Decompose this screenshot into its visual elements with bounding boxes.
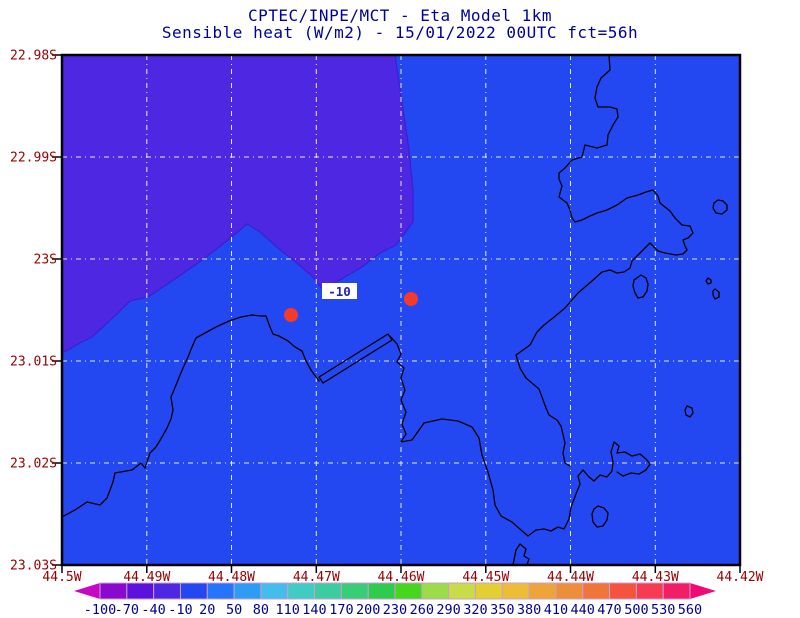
- coastlines: [62, 55, 728, 565]
- x-axis-label-3: 44.47W: [293, 570, 340, 585]
- colorbar-label-5: 50: [226, 602, 242, 618]
- axis-ticks: [52, 54, 741, 573]
- colorbar-label-12: 260: [410, 602, 434, 618]
- colorbar-label-14: 320: [463, 602, 487, 618]
- y-axis-label-4: 23.02S: [10, 457, 57, 472]
- colorbar-seg-9: [340, 582, 369, 600]
- colorbar-seg-5: [233, 582, 262, 600]
- y-axis-label-0: 22.98S: [10, 49, 57, 64]
- island-south-bay: [591, 505, 609, 528]
- x-axis-label-0: 44.5W: [42, 570, 81, 585]
- colorbar-seg-3: [179, 582, 208, 600]
- colorbar-label-0: -100: [84, 602, 117, 618]
- station-dot-east: [404, 292, 418, 306]
- island-northeast: [712, 199, 728, 215]
- island-mid-east: [632, 274, 649, 299]
- colorbar-left-arrow: [74, 583, 100, 599]
- colorbar-seg-16: [528, 582, 557, 600]
- islet-east-2: [712, 288, 720, 300]
- y-axis-label-1: 22.99S: [10, 151, 57, 166]
- colorbar-seg-12: [421, 582, 450, 600]
- colorbar-label-9: 170: [329, 602, 353, 618]
- colorbar-label-19: 470: [597, 602, 621, 618]
- colorbar-seg-13: [448, 582, 477, 600]
- field-fill-negative-region: [62, 55, 413, 353]
- map-frame: [60, 53, 742, 567]
- colorbar-seg-14: [474, 582, 503, 600]
- y-axis-label-5: 23.03S: [10, 559, 57, 574]
- colorbar-seg-2: [153, 582, 182, 600]
- x-axis-labels: 44.5W 44.49W 44.48W 44.47W 44.46W 44.45W…: [42, 570, 763, 585]
- x-axis-label-7: 44.43W: [632, 570, 679, 585]
- colorbar-seg-17: [555, 582, 584, 600]
- colorbar-label-17: 410: [544, 602, 568, 618]
- colorbar-label-20: 500: [624, 602, 648, 618]
- colorbar-seg-18: [582, 582, 611, 600]
- contour-label-bg: [322, 283, 357, 299]
- contour-line-minus10: [62, 55, 414, 354]
- colorbar-label-18: 440: [571, 602, 595, 618]
- colorbar-seg-8: [314, 582, 342, 600]
- y-axis-label-3: 23.01S: [10, 355, 57, 370]
- y-axis-labels: 22.98S 22.99S 23S 23.01S 23.02S 23.03S: [10, 49, 57, 574]
- islet-east-1: [705, 277, 712, 285]
- colorbar-labels: -100 -70 -40 -10 20 50 80 110 140 170 20…: [84, 602, 702, 618]
- station-dot-west: [284, 308, 298, 322]
- colorbar: -100 -70 -40 -10 20 50 80 110 140 170 20…: [74, 582, 716, 618]
- coastline-northeast-peninsula: [515, 55, 694, 467]
- x-axis-label-6: 44.44W: [547, 570, 594, 585]
- x-axis-label-8: 44.42W: [717, 570, 764, 585]
- contour-label-text: -10: [328, 284, 351, 299]
- colorbar-seg-19: [609, 582, 637, 600]
- y-axis-label-2: 23S: [34, 253, 57, 268]
- coastline-sand-spit: [318, 333, 393, 384]
- x-axis-label-1: 44.49W: [123, 570, 170, 585]
- colorbar-label-13: 290: [436, 602, 460, 618]
- colorbar-label-15: 350: [490, 602, 514, 618]
- colorbar-seg-11: [394, 582, 423, 600]
- chart-title: CPTEC/INPE/MCT - Eta Model 1km: [248, 6, 552, 25]
- colorbar-label-16: 380: [517, 602, 541, 618]
- x-axis-label-5: 44.45W: [462, 570, 509, 585]
- coastline-south-point: [512, 543, 530, 565]
- colorbar-label-8: 140: [302, 602, 326, 618]
- colorbar-label-21: 530: [651, 602, 675, 618]
- map-plot-area: -10: [62, 55, 740, 565]
- chart-subtitle: Sensible heat (W/m2) - 15/01/2022 00UTC …: [162, 23, 638, 42]
- colorbar-label-11: 230: [383, 602, 407, 618]
- coastline-west: [62, 314, 320, 518]
- colorbar-seg-6: [260, 582, 289, 600]
- colorbar-segments: [99, 582, 691, 600]
- colorbar-seg-20: [635, 582, 664, 600]
- x-axis-label-4: 44.46W: [378, 570, 425, 585]
- island-southeast: [684, 405, 694, 418]
- station-markers: [284, 292, 418, 322]
- colorbar-label-22: 560: [678, 602, 702, 618]
- colorbar-seg-1: [126, 582, 155, 600]
- x-axis-label-2: 44.48W: [208, 570, 255, 585]
- coastline-east-bay: [389, 335, 651, 537]
- colorbar-label-3: -10: [168, 602, 192, 618]
- colorbar-label-1: -70: [115, 602, 139, 618]
- colorbar-seg-0: [99, 582, 128, 600]
- colorbar-label-2: -40: [141, 602, 165, 618]
- grid-lines: [62, 55, 740, 565]
- colorbar-seg-7: [287, 582, 316, 600]
- colorbar-right-arrow: [690, 583, 716, 599]
- colorbar-label-4: 20: [199, 602, 215, 618]
- colorbar-label-10: 200: [356, 602, 380, 618]
- colorbar-seg-21: [662, 582, 691, 600]
- colorbar-seg-10: [367, 582, 396, 600]
- contour-label-box: -10: [322, 283, 357, 299]
- colorbar-seg-15: [501, 582, 530, 600]
- colorbar-label-7: 110: [276, 602, 300, 618]
- colorbar-seg-4: [206, 582, 235, 600]
- colorbar-label-6: 80: [253, 602, 269, 618]
